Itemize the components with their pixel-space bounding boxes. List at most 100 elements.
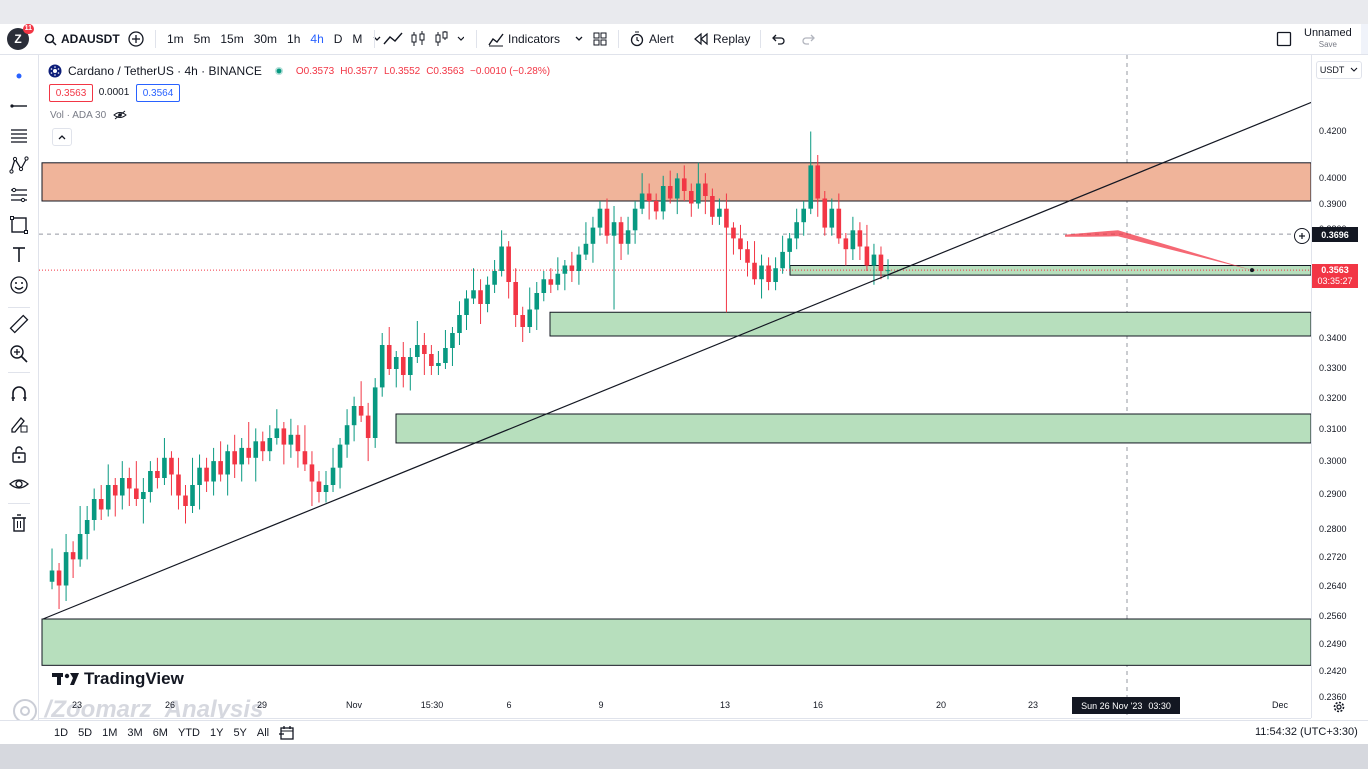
chevron-down-icon <box>575 36 583 41</box>
candle-body <box>316 481 322 492</box>
volume-legend[interactable]: Vol · ADA 30 <box>50 110 127 121</box>
timeframe-1m[interactable]: 1m <box>167 32 184 46</box>
symbol-title[interactable]: Cardano / TetherUS · 4h · BINANCE <box>68 64 262 78</box>
candle-body <box>77 534 83 560</box>
fib-tool[interactable] <box>8 125 30 147</box>
timeframe-d[interactable]: D <box>333 32 343 46</box>
text-tool[interactable] <box>8 244 30 266</box>
range-5d[interactable]: 5D <box>78 727 93 739</box>
time-tick-label: 29 <box>256 700 268 710</box>
timeframe-4h[interactable]: 4h <box>310 32 324 46</box>
candle-body <box>569 265 575 271</box>
lock-drawings-tool[interactable] <box>8 443 30 465</box>
pattern-tool[interactable] <box>8 154 30 176</box>
indicators-button[interactable]: Indicators <box>488 24 584 54</box>
candle-body <box>260 441 266 452</box>
last-price-value: 0.3563 <box>1321 265 1349 275</box>
magnet-tool[interactable] <box>8 383 30 405</box>
alert-button[interactable]: Alert <box>629 24 674 54</box>
candle-body <box>450 333 455 348</box>
forecast-tool[interactable] <box>8 184 30 206</box>
chevron-down-icon[interactable] <box>372 34 382 44</box>
replay-button[interactable]: Replay <box>693 24 750 54</box>
range-3m[interactable]: 3M <box>127 727 143 739</box>
cardano-logo-icon <box>48 64 62 78</box>
icon-tool[interactable] <box>8 274 30 296</box>
crosshair-date: Sun 26 Nov '23 <box>1081 700 1143 711</box>
time-tick-label: 26 <box>164 700 176 710</box>
layouts-button[interactable] <box>592 24 608 54</box>
timeframe-m[interactable]: M <box>352 32 363 46</box>
ohlc-high: H0.3577 <box>340 65 379 77</box>
candle-body <box>773 268 778 282</box>
eye-crossed-icon[interactable] <box>113 110 127 120</box>
candle-body <box>471 290 476 299</box>
line-chart-icon <box>383 32 403 45</box>
range-5y[interactable]: 5Y <box>233 727 247 739</box>
hide-drawings-tool[interactable] <box>8 473 30 495</box>
candle-body <box>745 249 750 263</box>
range-1d[interactable]: 1D <box>54 727 69 739</box>
range-1m[interactable]: 1M <box>102 727 118 739</box>
undo-button[interactable] <box>770 24 786 54</box>
notification-badge: 11 <box>22 24 34 34</box>
redo-button[interactable] <box>801 24 817 54</box>
tradingview-app: Z 11 ADAUSDT 1m 5m 15m 30m 1h 4h D M <box>0 24 1368 746</box>
remove-drawings-tool[interactable] <box>8 512 30 534</box>
timezone-clock[interactable]: 11:54:32 (UTC+3:30) <box>1255 726 1358 738</box>
measure-tool[interactable] <box>8 313 30 335</box>
candle-body <box>464 298 469 315</box>
layout-menu[interactable]: Unnamed Save <box>1276 24 1352 54</box>
range-ytd[interactable]: YTD <box>177 727 200 739</box>
toolbar-divider <box>760 30 761 48</box>
candle-body <box>703 183 708 196</box>
candle-body <box>857 230 863 247</box>
range-all[interactable]: All <box>256 727 270 739</box>
collapse-legend-button[interactable] <box>52 128 72 146</box>
buy-price-box[interactable]: 0.3564 <box>136 84 180 102</box>
sell-price-box[interactable]: 0.3563 <box>49 84 93 102</box>
currency-selector[interactable]: USDT <box>1316 61 1362 79</box>
chart-type-line-button[interactable] <box>383 24 403 54</box>
candle-body <box>155 471 160 478</box>
crosshair-time: 03:30 <box>1148 700 1171 711</box>
stay-in-drawing-mode-tool[interactable] <box>8 413 30 435</box>
candle-body <box>604 208 610 236</box>
currency-label: USDT <box>1319 65 1345 75</box>
demand-zone <box>395 413 1311 444</box>
candle-body <box>822 198 828 228</box>
add-alert-at-price-button[interactable] <box>1294 228 1310 244</box>
range-1y[interactable]: 1Y <box>209 727 224 739</box>
candle-body <box>843 238 849 250</box>
redo-icon <box>802 34 815 45</box>
shape-tool[interactable] <box>8 214 30 236</box>
trend-line-tool[interactable] <box>8 95 30 117</box>
chart-type-menu[interactable] <box>434 24 464 54</box>
layout-name: Unnamed <box>1304 27 1352 39</box>
candle-body <box>576 254 582 271</box>
timeframe-1h[interactable]: 1h <box>287 32 301 46</box>
timeframe-list: 1m 5m 15m 30m 1h 4h D M <box>167 24 382 54</box>
price-chart[interactable] <box>39 55 1311 718</box>
price-axis[interactable]: USDT <box>1311 55 1368 718</box>
symbol-label: ADAUSDT <box>61 32 120 46</box>
chart-settings-button[interactable] <box>1332 700 1346 719</box>
timeframe-5m[interactable]: 5m <box>193 32 211 46</box>
candle-body <box>232 451 237 465</box>
candle-body <box>611 222 617 236</box>
symbol-search[interactable]: ADAUSDT <box>44 24 120 54</box>
zoom-tool[interactable] <box>8 343 30 365</box>
time-tick-label: 16 <box>812 700 824 710</box>
user-avatar[interactable]: Z 11 <box>7 24 34 50</box>
candle-body <box>555 273 561 285</box>
candle-body <box>105 485 111 510</box>
timeframe-15m[interactable]: 15m <box>220 32 244 46</box>
compare-add-button[interactable] <box>127 24 145 54</box>
crosshair-tool[interactable] <box>8 65 30 87</box>
go-to-date-button[interactable] <box>279 725 295 746</box>
timeframe-30m[interactable]: 30m <box>253 32 278 46</box>
save-label[interactable]: Save <box>1318 40 1337 49</box>
candle-body <box>541 279 547 293</box>
range-6m[interactable]: 6M <box>152 727 168 739</box>
chart-type-candles-button[interactable] <box>409 24 427 54</box>
